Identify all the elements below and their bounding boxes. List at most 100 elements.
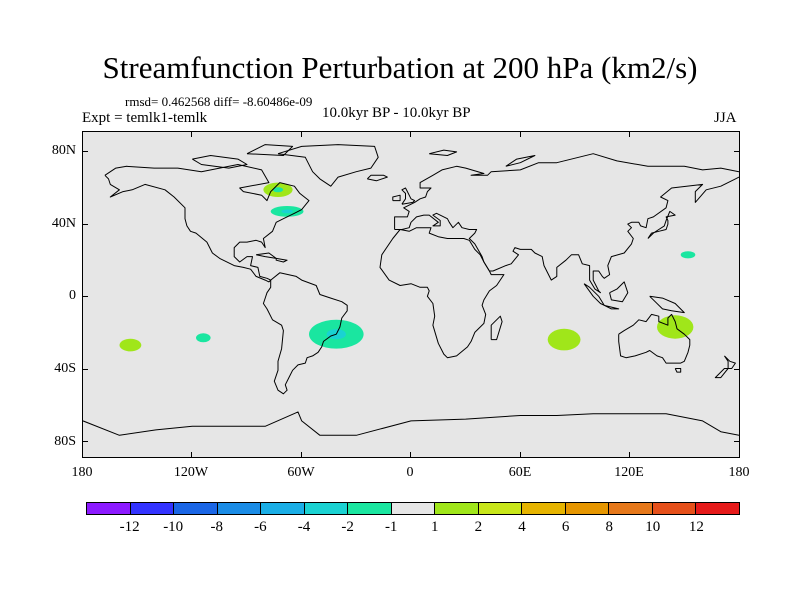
coastline xyxy=(674,368,682,373)
y-tick xyxy=(82,224,88,225)
x-tick xyxy=(410,452,411,458)
coastline xyxy=(256,252,277,259)
y-label-80n: 80N xyxy=(51,143,76,158)
y-tick xyxy=(734,296,740,297)
anomaly-newfoundland-core xyxy=(281,209,293,214)
y-tick xyxy=(734,151,740,152)
x-label-180e: 180 xyxy=(728,465,750,480)
coastline xyxy=(394,176,739,294)
coastline xyxy=(401,187,416,205)
colorbar-label: -8 xyxy=(210,519,224,535)
y-tick xyxy=(82,441,88,442)
colorbar-swatch xyxy=(696,503,739,514)
coastline xyxy=(366,174,388,182)
coastline xyxy=(83,411,739,436)
x-tick xyxy=(739,452,740,458)
colorbar-swatch xyxy=(348,503,392,514)
plot-title: Streamfunction Perturbation at 200 hPa (… xyxy=(102,50,698,85)
coastline xyxy=(647,210,676,239)
colorbar-label: 12 xyxy=(688,519,704,535)
coastline xyxy=(505,155,536,167)
colorbar-label: -12 xyxy=(119,519,140,535)
colorbar-label: -10 xyxy=(163,519,184,535)
x-label-0: 0 xyxy=(406,465,414,480)
colorbar-label: -4 xyxy=(297,519,311,535)
coastline xyxy=(618,313,691,364)
x-tick xyxy=(301,131,302,137)
anomaly-australia xyxy=(657,315,694,339)
y-label-0: 0 xyxy=(69,288,76,303)
colorbar-swatch xyxy=(130,503,175,514)
x-tick xyxy=(520,131,521,137)
colorbar xyxy=(86,502,740,515)
coastline xyxy=(246,144,294,156)
coastline xyxy=(583,283,605,306)
world-map xyxy=(82,131,740,458)
anomaly-hudson-bay-core xyxy=(272,187,284,193)
period-label: 10.0kyr BP - 10.0kyr BP xyxy=(322,105,471,121)
experiment-label: Expt = temlk1-temlk xyxy=(82,110,208,126)
colorbar-label: 10 xyxy=(645,519,661,535)
colorbar-swatch xyxy=(304,503,349,514)
y-tick xyxy=(734,369,740,370)
anomaly-south-pacific-east xyxy=(196,333,211,343)
y-tick xyxy=(734,224,740,225)
colorbar-swatch xyxy=(217,503,262,514)
y-label-40n: 40N xyxy=(51,216,76,231)
anomaly-north-pacific xyxy=(680,251,696,259)
coastline xyxy=(379,227,505,359)
x-tick xyxy=(191,131,192,137)
coastline xyxy=(609,281,629,303)
map-canvas xyxy=(83,144,739,436)
x-tick xyxy=(410,131,411,137)
x-tick xyxy=(629,131,630,137)
colorbar-swatch xyxy=(435,503,479,514)
colorbar-swatch xyxy=(609,503,653,514)
coastline xyxy=(192,155,248,169)
colorbar-label: 8 xyxy=(605,519,613,535)
colorbar-swatch xyxy=(565,503,610,514)
x-label-120e: 120E xyxy=(614,465,644,480)
season-label: JJA xyxy=(714,110,737,126)
colorbar-swatch xyxy=(391,503,436,514)
coastline xyxy=(394,153,739,230)
coastline xyxy=(490,315,503,341)
x-tick xyxy=(301,452,302,458)
x-tick xyxy=(520,452,521,458)
y-tick xyxy=(82,296,88,297)
coastline xyxy=(649,295,685,314)
coastline xyxy=(429,149,458,156)
colorbar-label: -1 xyxy=(384,519,398,535)
x-tick xyxy=(629,452,630,458)
y-label-40s: 40S xyxy=(54,361,76,376)
colorbar-swatch xyxy=(652,503,697,514)
x-label-60e: 60E xyxy=(508,465,532,480)
colorbar-swatch xyxy=(87,503,131,514)
x-tick xyxy=(191,452,192,458)
colorbar-label: 1 xyxy=(431,519,439,535)
y-tick xyxy=(82,151,88,152)
coastline xyxy=(104,164,310,283)
colorbar-label: -6 xyxy=(254,519,267,535)
anomaly-indian-ocean xyxy=(547,328,581,351)
x-label-120w: 120W xyxy=(173,465,209,480)
anomaly-south-pacific-west xyxy=(119,338,142,352)
colorbar-swatch xyxy=(478,503,523,514)
stats-label: rmsd= 0.462568 diff= -8.60486e-09 xyxy=(125,94,313,109)
y-label-80s: 80S xyxy=(54,434,76,449)
colorbar-label: 2 xyxy=(474,519,483,535)
colorbar-swatch xyxy=(261,503,305,514)
colorbar-swatch xyxy=(174,503,218,514)
x-tick xyxy=(82,452,83,458)
x-label-180w: 180 xyxy=(71,465,93,480)
colorbar-label: -2 xyxy=(341,519,354,535)
colorbar-swatch xyxy=(522,503,566,514)
colorbar-label: 6 xyxy=(561,519,570,535)
coastline xyxy=(714,355,736,379)
y-tick xyxy=(82,369,88,370)
coastline xyxy=(603,304,620,310)
x-label-60w: 60W xyxy=(287,465,315,480)
coastline xyxy=(277,144,379,187)
y-tick xyxy=(734,441,740,442)
coastline xyxy=(275,257,288,263)
